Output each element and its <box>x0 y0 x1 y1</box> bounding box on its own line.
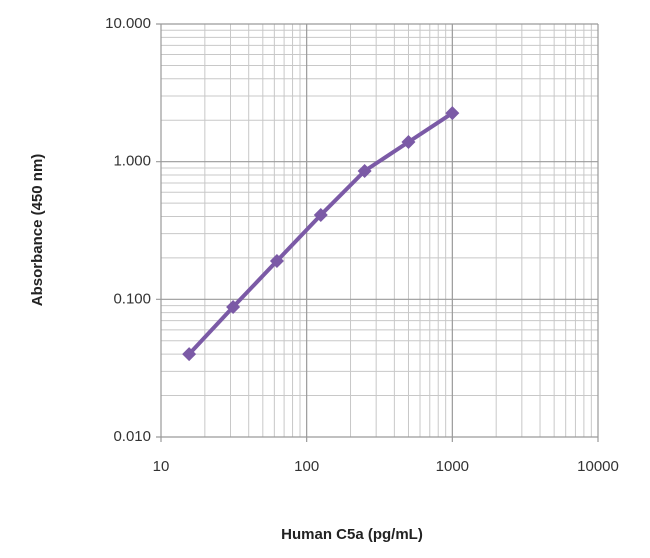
y-axis-title: Absorbance (450 nm) <box>29 154 46 307</box>
data-point <box>226 299 241 314</box>
data-point <box>445 106 460 121</box>
data-point <box>401 134 416 149</box>
y-tick-label: 1.000 <box>113 153 151 170</box>
data-point <box>357 164 372 179</box>
x-tick-label: 100 <box>294 458 319 475</box>
y-tick-label: 10.000 <box>105 15 151 32</box>
data-point <box>269 253 284 268</box>
y-tick-label: 0.100 <box>113 290 151 307</box>
x-tick-label: 10 <box>153 458 170 475</box>
x-tick-label: 10000 <box>577 458 619 475</box>
x-axis-title: Human C5a (pg/mL) <box>281 526 423 543</box>
data-point <box>182 347 197 362</box>
x-tick-label: 1000 <box>436 458 469 475</box>
data-point <box>313 207 328 222</box>
y-tick-label: 0.010 <box>113 428 151 445</box>
